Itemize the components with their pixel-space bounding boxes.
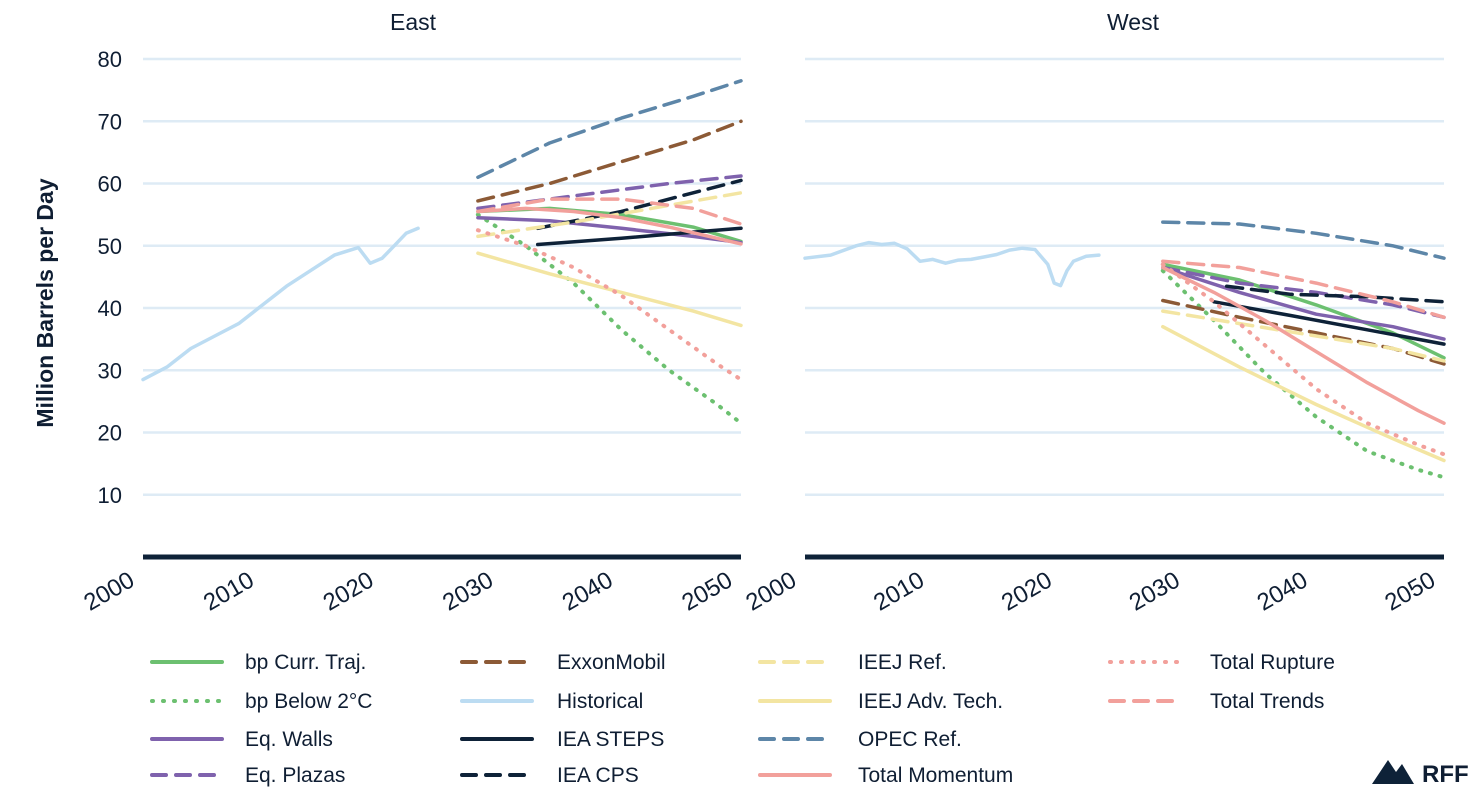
brand-mountain-icon xyxy=(1372,760,1414,784)
east-series-total-momentum xyxy=(476,206,743,246)
y-axis-label: Million Barrels per Day xyxy=(32,178,58,427)
legend-label-eq-walls: Eq. Walls xyxy=(245,728,333,751)
east-series-total-trends xyxy=(476,197,743,226)
y-tick-80: 80 xyxy=(98,47,122,72)
legend-label-exxonmobil: ExxonMobil xyxy=(557,651,666,674)
west-series-total-rupture xyxy=(1160,262,1446,457)
west-series-historical xyxy=(803,240,1101,288)
west-series-bp-curr-traj xyxy=(1161,262,1446,360)
west-series-ieej-ref xyxy=(1161,309,1446,363)
east-series-historical xyxy=(141,226,420,382)
legend-label-opec-ref: OPEC Ref. xyxy=(858,728,962,751)
y-tick-60: 60 xyxy=(98,172,122,197)
east-series-ieej-adv-tech xyxy=(476,251,743,328)
west-series-total-momentum xyxy=(1161,265,1446,425)
legend-label-iea-cps: IEA CPS xyxy=(557,764,639,787)
legend-label-historical: Historical xyxy=(557,690,643,713)
west-x-tick-2050: 2050 xyxy=(1380,566,1440,616)
west-series-iea-cps xyxy=(1224,284,1446,304)
legend-label-eq-plazas: Eq. Plazas xyxy=(245,764,345,787)
west-series-iea-steps xyxy=(1212,300,1446,346)
legend-label-total-momentum: Total Momentum xyxy=(858,764,1013,787)
east-x-tick-2010: 2010 xyxy=(199,566,259,616)
series-layer xyxy=(141,79,1446,480)
east-series-opec-ref xyxy=(476,79,743,180)
east-x-tick-2000: 2000 xyxy=(79,566,139,616)
legend-label-bp-below-2c: bp Below 2°C xyxy=(245,690,372,713)
east-panel-title: East xyxy=(390,9,437,35)
legend-label-total-trends: Total Trends xyxy=(1210,690,1324,713)
east-series-eq-walls xyxy=(476,215,743,245)
west-series-ieej-adv-tech xyxy=(1161,324,1446,463)
west-x-tick-2030: 2030 xyxy=(1125,566,1185,616)
west-x-tick-2000: 2000 xyxy=(741,566,801,616)
legend-label-bp-curr-traj: bp Curr. Traj. xyxy=(245,651,366,674)
east-series-total-rupture xyxy=(475,228,743,382)
y-tick-40: 40 xyxy=(98,296,122,321)
y-tick-20: 20 xyxy=(98,421,122,446)
west-panel-title: West xyxy=(1107,9,1160,35)
west-series-eq-plazas xyxy=(1161,265,1446,320)
west-x-tick-2020: 2020 xyxy=(997,566,1057,616)
east-series-exxonmobil xyxy=(476,119,743,203)
west-series-total-trends xyxy=(1161,259,1446,320)
y-tick-10: 10 xyxy=(98,483,122,508)
legend-label-iea-steps: IEA STEPS xyxy=(557,728,664,751)
east-x-tick-2040: 2040 xyxy=(558,566,618,616)
west-series-eq-walls xyxy=(1161,265,1446,341)
brand-text: RFF xyxy=(1422,761,1469,788)
legend-label-ieej-adv-tech: IEEJ Adv. Tech. xyxy=(858,690,1003,713)
y-tick-30: 30 xyxy=(98,358,122,383)
y-tick-70: 70 xyxy=(98,109,122,134)
east-series-iea-steps xyxy=(535,226,743,247)
west-x-tick-2040: 2040 xyxy=(1253,566,1313,616)
grid-layer xyxy=(143,57,1444,560)
east-x-tick-2050: 2050 xyxy=(677,566,737,616)
west-x-tick-2010: 2010 xyxy=(869,566,929,616)
east-series-ieej-ref xyxy=(476,191,743,239)
east-x-tick-2030: 2030 xyxy=(438,566,498,616)
legend-label-total-rupture: Total Rupture xyxy=(1210,651,1335,674)
brand-logo: RFF xyxy=(1372,760,1469,788)
east-x-tick-2020: 2020 xyxy=(319,566,379,616)
legend-label-ieej-ref: IEEJ Ref. xyxy=(858,651,947,674)
y-tick-50: 50 xyxy=(98,234,122,259)
legend: bp Curr. Traj. bp Below 2°C Eq. Walls Eq. P… xyxy=(150,651,1335,787)
west-series-opec-ref xyxy=(1161,220,1446,260)
